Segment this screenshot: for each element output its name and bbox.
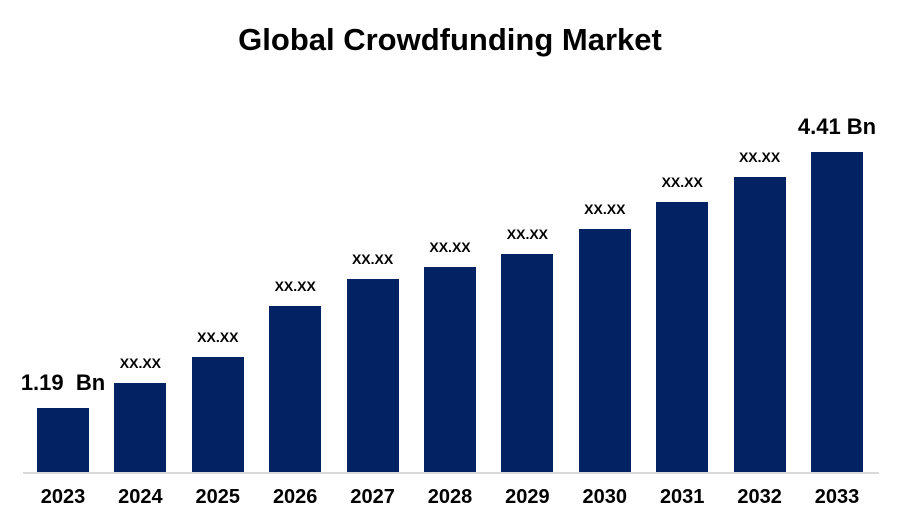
x-axis-label-2031: 2031 bbox=[659, 486, 705, 508]
bar-value-label-2033: 4.41 Bn bbox=[797, 114, 877, 139]
bar-2031 bbox=[656, 202, 709, 472]
x-axis-label-2032: 2032 bbox=[737, 486, 782, 508]
chart-title: Global Crowdfunding Market bbox=[238, 22, 662, 57]
bar-value-label-2023: 1.19 Bn bbox=[20, 370, 106, 395]
x-axis-line bbox=[23, 472, 879, 474]
bar-2023 bbox=[37, 408, 89, 472]
x-axis-label-2027: 2027 bbox=[350, 486, 395, 508]
x-axis-label-2029: 2029 bbox=[505, 486, 550, 508]
bar-value-label-2024: XX.XX bbox=[119, 355, 162, 371]
x-axis-label-2023: 2023 bbox=[40, 486, 86, 508]
bar-value-label-2027: XX.XX bbox=[351, 251, 394, 267]
bar-2032 bbox=[733, 177, 786, 472]
bar-value-label-2030: XX.XX bbox=[584, 201, 626, 217]
bar-2029 bbox=[501, 254, 554, 472]
bar-value-label-2031: XX.XX bbox=[661, 174, 703, 190]
x-axis-label-2030: 2030 bbox=[582, 486, 628, 508]
bar-value-label-2029: XX.XX bbox=[506, 226, 549, 242]
bar-2027 bbox=[346, 279, 399, 472]
bar-value-label-2025: XX.XX bbox=[197, 329, 239, 345]
bar-2026 bbox=[269, 306, 322, 472]
bar-value-label-2028: XX.XX bbox=[429, 239, 471, 255]
x-axis-label-2026: 2026 bbox=[272, 486, 318, 508]
bar-2030 bbox=[578, 229, 631, 472]
x-axis-label-2033: 2033 bbox=[814, 486, 860, 508]
x-axis-label-2028: 2028 bbox=[427, 486, 473, 508]
bar-value-label-2032: XX.XX bbox=[738, 149, 781, 165]
bar-2025 bbox=[191, 357, 244, 472]
x-axis-label-2024: 2024 bbox=[118, 486, 163, 508]
bar-2028 bbox=[424, 267, 476, 472]
x-axis-label-2025: 2025 bbox=[195, 486, 241, 508]
bar-2024 bbox=[114, 383, 167, 472]
bar-value-label-2026: XX.XX bbox=[274, 278, 316, 294]
bar-2033 bbox=[811, 152, 863, 472]
